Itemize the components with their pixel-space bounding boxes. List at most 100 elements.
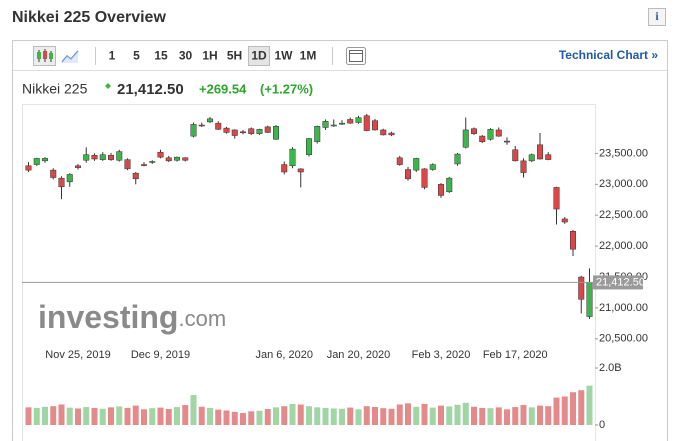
volume-bar: [132, 405, 139, 425]
watermark-domain: .com: [178, 306, 226, 331]
page-title: Nikkei 225 Overview: [12, 9, 166, 26]
volume-bar: [495, 407, 502, 425]
x-tick-label: Feb 17, 2020: [483, 349, 548, 361]
line-chart-button[interactable]: [61, 50, 79, 63]
interval-label: 5: [133, 49, 140, 63]
volume-bar: [314, 407, 321, 425]
x-tick-label: Feb 3, 2020: [412, 349, 471, 361]
candle-body: [75, 165, 81, 168]
x-tick-label: Dec 9, 2019: [131, 349, 190, 361]
candle-body: [157, 151, 164, 158]
volume-bar: [141, 409, 147, 425]
candle-body: [256, 129, 263, 134]
candle-body: [396, 157, 403, 165]
interval-button[interactable]: 30: [179, 49, 193, 63]
info-icon: i: [655, 9, 659, 23]
volume-bar: [446, 406, 453, 425]
candle-body: [355, 117, 362, 123]
settings-button[interactable]: [346, 47, 366, 65]
volume-bar: [512, 407, 519, 425]
candle-body: [512, 149, 519, 162]
y-tick-label: 22,000.00: [599, 240, 648, 252]
candle-body: [264, 126, 271, 133]
volume-bar: [273, 407, 279, 425]
interval-button[interactable]: 1H: [202, 49, 217, 63]
candle-body: [487, 129, 494, 140]
volume-bar: [264, 409, 271, 425]
volume-bar: [372, 407, 378, 425]
volume-bar: [520, 405, 527, 425]
volume-bar: [479, 407, 486, 425]
candle-body: [124, 159, 131, 170]
volume-bar: [99, 408, 106, 425]
volume-bar: [487, 408, 494, 425]
candle-body: [240, 131, 246, 134]
candle-chart-button[interactable]: [33, 46, 56, 66]
x-tick-label: Nov 25, 2019: [45, 349, 110, 361]
settings-box: [346, 47, 366, 65]
interval-label: 1M: [300, 49, 317, 63]
volume-bar: [116, 406, 123, 425]
volume-bar: [165, 409, 172, 425]
plot: 20,500.0021,000.0021,500.0022,000.0022,5…: [22, 113, 648, 431]
volume-bar: [33, 407, 40, 425]
candle-body: [570, 231, 576, 250]
volume-bar: [570, 392, 576, 425]
watermark-brand: investing: [38, 299, 178, 335]
volume-bar: [231, 411, 238, 425]
volume-bar: [438, 405, 444, 425]
volume-bar: [157, 407, 164, 425]
candle-body: [372, 120, 378, 131]
candle-body: [347, 119, 354, 124]
volume-bar: [421, 403, 428, 425]
technical-chart-link[interactable]: Technical Chart »: [559, 48, 658, 62]
icon-shape: [349, 50, 363, 62]
candle-body: [405, 169, 411, 180]
interval-buttons: 1 5 15 30 1H 5H 1D 1W 1M: [109, 46, 317, 66]
volume-bar: [537, 405, 543, 425]
interval-button[interactable]: 15: [154, 49, 168, 63]
interval-selected-bg: [248, 46, 270, 66]
volume-bar: [363, 406, 370, 425]
volume-bar: [578, 390, 585, 425]
y2-tick-label: 0: [599, 419, 605, 431]
candle-body: [223, 127, 230, 133]
volume-bar: [388, 408, 395, 425]
interval-label: 1D: [251, 49, 267, 63]
volume-bar: [108, 407, 114, 425]
interval-button[interactable]: 1W: [275, 49, 294, 63]
y-tick-label: 23,000.00: [599, 178, 648, 190]
volume-bar: [396, 404, 403, 425]
candle-body: [314, 125, 321, 142]
candle-body: [174, 156, 180, 161]
candle-body: [363, 115, 370, 131]
volume-bar: [504, 409, 510, 425]
x-tick-label: Jan 6, 2020: [256, 349, 314, 361]
candle-body: [116, 151, 123, 161]
info-box: [648, 8, 666, 26]
volume-bar: [339, 408, 345, 425]
interval-button[interactable]: 1D: [248, 46, 270, 66]
info-button[interactable]: i: [648, 8, 666, 26]
candle-body: [42, 158, 48, 162]
interval-button[interactable]: 1: [109, 49, 116, 63]
candle-body: [83, 154, 90, 161]
volume-bar: [330, 408, 337, 425]
volume-bar: [355, 409, 362, 425]
candle-body: [289, 148, 296, 167]
candle-body: [132, 172, 139, 180]
volume-bar: [58, 404, 65, 425]
candle-body: [528, 154, 535, 162]
candle-body: [198, 124, 205, 127]
candle-body: [50, 169, 57, 178]
volume-bar: [322, 407, 329, 425]
volume-bar: [553, 397, 560, 425]
x-tick-label: Jan 20, 2020: [327, 349, 391, 361]
interval-button[interactable]: 5: [133, 49, 140, 63]
y-tick-label: 22,500.00: [599, 209, 648, 221]
interval-button[interactable]: 5H: [227, 49, 242, 63]
interval-label: 1: [109, 49, 116, 63]
interval-button[interactable]: 1M: [300, 49, 317, 63]
candle-body: [108, 155, 114, 160]
